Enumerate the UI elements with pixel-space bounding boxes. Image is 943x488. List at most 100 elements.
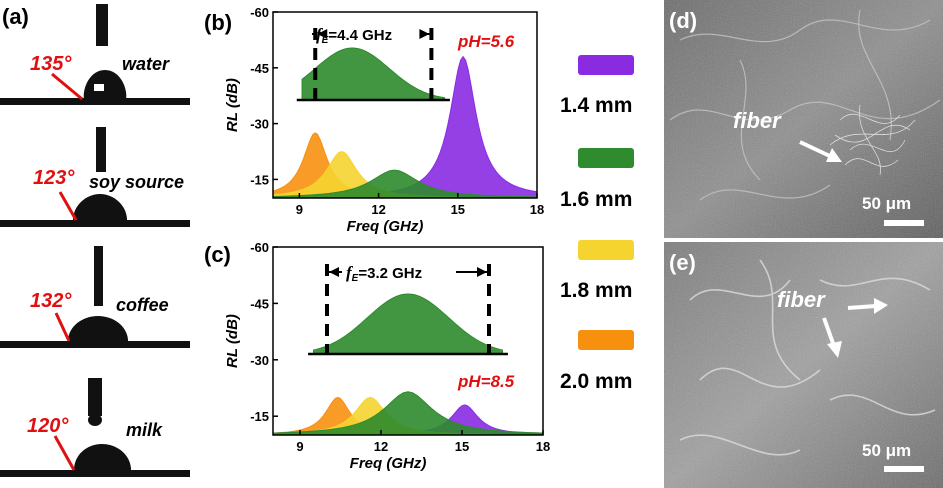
panel-d-fiber-label: fiber: [733, 108, 782, 133]
angle-line-4: [53, 435, 76, 471]
angle-value-4: 120°: [27, 415, 69, 437]
chart-c-ytick-label-4: -15: [250, 409, 269, 424]
legend-swatch-4: [578, 330, 634, 350]
droplet-highlight-1: [94, 84, 104, 91]
legend-swatch-3: [578, 240, 634, 260]
contact-angle-row-3: 132° coffee: [0, 246, 190, 348]
panel-e-arrowhead-2: [827, 341, 842, 358]
substrate-1: [0, 98, 190, 105]
chart-b-ytick-label-1: -60: [250, 5, 269, 20]
sem-fiber-cluster-d: [829, 104, 916, 176]
chart-c-axes-frame: [272, 246, 544, 436]
legend-item-1: 1.4 mm: [560, 55, 634, 117]
panel-d-scale-bar: [884, 220, 924, 226]
panel-d-sem-image: (d) fiber 50 μm: [664, 0, 943, 238]
panel-e-sem-image: (e) fiber 50 μm: [664, 242, 943, 488]
chart-b-bandwidth-arrowhead-left: [317, 29, 328, 39]
legend-item-3: 1.8 mm: [560, 240, 634, 302]
chart-b-axes-frame: [272, 11, 538, 199]
contact-angle-row-2: 123° soy source: [0, 127, 190, 227]
sem-texture-e: [664, 242, 943, 488]
chart-c-ylabel: RL (dB): [224, 314, 241, 368]
chart-c-xlabel: Freq (GHz): [350, 455, 427, 472]
needle-4: [88, 378, 102, 416]
panel-e-arrowhead-1: [874, 298, 888, 314]
angle-value-3: 132°: [30, 290, 72, 312]
chart-b-xtick-label-4: 18: [530, 202, 544, 217]
liquid-name-4: milk: [126, 420, 163, 440]
chart-c-ytick-label-3: -30: [250, 353, 269, 368]
substrate-4: [0, 470, 190, 477]
chart-b-ytick-label-4: -15: [250, 172, 269, 187]
chart-b-ytick-label-2: -45: [250, 61, 269, 76]
chart-b: (b) fE=4.4 GHz pH=5.6 9 12 15 18 -60 -45 -30 -15 F…: [204, 5, 544, 235]
chart-c-bandwidth-arrowhead-left: [329, 267, 339, 277]
liquid-name-3: coffee: [116, 295, 169, 315]
substrate-3: [0, 341, 190, 348]
legend-item-4: 2.0 mm: [560, 330, 634, 393]
liquid-name-2: soy source: [89, 172, 184, 192]
chart-c-xtick-label-3: 15: [455, 439, 469, 454]
droplet-1: [83, 70, 127, 100]
chart-b-xtick-label-2: 12: [371, 202, 385, 217]
chart-c-ytick-label-1: -60: [250, 240, 269, 255]
liquid-name-1: water: [122, 54, 170, 74]
chart-b-bandwidth-label: fE=4.4 GHz: [316, 25, 392, 46]
angle-value-2: 123°: [33, 167, 75, 189]
legend-swatch-2: [578, 148, 634, 168]
angle-line-1: [51, 72, 83, 101]
chart-c-xtick-label-2: 12: [374, 439, 388, 454]
panel-e-fiber-label: fiber: [777, 287, 826, 312]
pendant-drop-4: [88, 414, 102, 426]
droplet-2: [72, 194, 128, 222]
angle-line-2: [58, 191, 78, 221]
panel-d-arrowhead: [826, 148, 842, 162]
legend: 1.4 mm 1.6 mm 1.8 mm 2.0 mm: [560, 55, 634, 393]
panel-d-scale-label: 50 μm: [862, 194, 911, 213]
sem-sheets-e: [679, 259, 936, 456]
chart-c-bandwidth-label: fE=3.2 GHz: [346, 263, 422, 284]
legend-label-1: 1.4 mm: [560, 94, 632, 117]
panel-e-fiber-arrow-2: [822, 317, 836, 347]
panel-a-label: (a): [2, 4, 29, 29]
droplet-4: [73, 444, 132, 472]
panel-e-fiber-arrow-1: [847, 304, 877, 310]
chart-b-ph-annotation: pH=5.6: [457, 32, 515, 51]
panel-d-label: (d): [669, 8, 697, 33]
chart-c: (c) fE=3.2 GHz pH=8.5 9 12 15 18 -60 -45 -30 -15 F…: [204, 240, 550, 472]
needle-1: [96, 4, 108, 46]
chart-b-ytick-label-3: -30: [250, 117, 269, 132]
panel-e-label: (e): [669, 250, 696, 275]
angle-line-3: [54, 312, 71, 342]
chart-c-xtick-label-4: 18: [536, 439, 550, 454]
chart-c-bandwidth-arrowhead-right: [477, 267, 487, 277]
chart-c-inset-curve: [313, 293, 503, 355]
legend-item-2: 1.6 mm: [560, 148, 634, 211]
chart-c-xtick-label-1: 9: [296, 439, 303, 454]
contact-angle-row-1: 135° water: [0, 4, 190, 105]
legend-label-2: 1.6 mm: [560, 188, 632, 211]
panel-a: (a) 135° water 123° soy source 132°: [0, 4, 190, 477]
chart-c-ph-annotation: pH=8.5: [457, 372, 515, 391]
chart-b-ylabel: RL (dB): [224, 78, 241, 132]
angle-value-1: 135°: [30, 53, 72, 75]
legend-swatch-1: [578, 55, 634, 75]
chart-c-label: (c): [204, 242, 231, 267]
needle-3: [94, 246, 103, 306]
chart-b-bandwidth-arrowhead-right: [419, 29, 430, 39]
panel-e-scale-bar: [884, 466, 924, 472]
sem-sheets-d: [669, 9, 941, 201]
legend-label-4: 2.0 mm: [560, 370, 632, 393]
needle-2: [96, 127, 106, 172]
chart-b-label: (b): [204, 10, 232, 35]
chart-c-ytick-label-2: -45: [250, 296, 269, 311]
chart-b-xtick-label-3: 15: [451, 202, 465, 217]
chart-c-series-3: [272, 391, 544, 436]
chart-b-xlabel: Freq (GHz): [347, 218, 424, 235]
panel-e-scale-label: 50 μm: [862, 441, 911, 460]
chart-b-inset-curve: [301, 47, 446, 101]
panel-d-fiber-arrow: [799, 140, 835, 160]
droplet-3: [67, 316, 129, 343]
